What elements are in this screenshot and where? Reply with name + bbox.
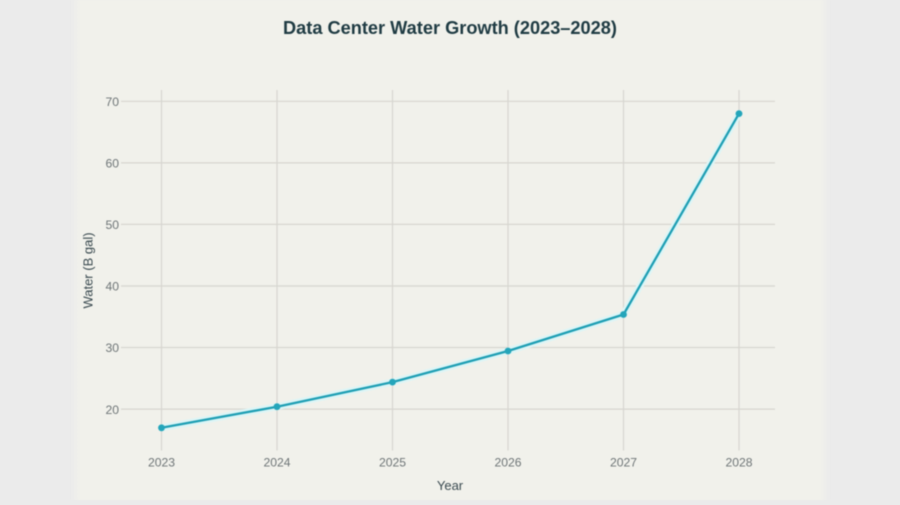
svg-text:60: 60: [105, 157, 119, 171]
svg-text:2024: 2024: [263, 456, 290, 470]
svg-text:Data Center Water Growth (2023: Data Center Water Growth (2023–2028): [283, 18, 617, 38]
svg-text:2025: 2025: [379, 456, 406, 470]
svg-text:2027: 2027: [610, 456, 637, 470]
svg-text:30: 30: [105, 341, 119, 355]
svg-text:50: 50: [105, 218, 119, 232]
svg-text:2028: 2028: [725, 456, 752, 470]
svg-text:Water (B gal): Water (B gal): [81, 232, 96, 308]
svg-text:40: 40: [105, 280, 119, 294]
svg-text:Year: Year: [437, 478, 464, 493]
svg-text:70: 70: [105, 95, 119, 109]
svg-text:2023: 2023: [148, 456, 175, 470]
svg-text:20: 20: [105, 403, 119, 417]
svg-text:2026: 2026: [494, 456, 521, 470]
